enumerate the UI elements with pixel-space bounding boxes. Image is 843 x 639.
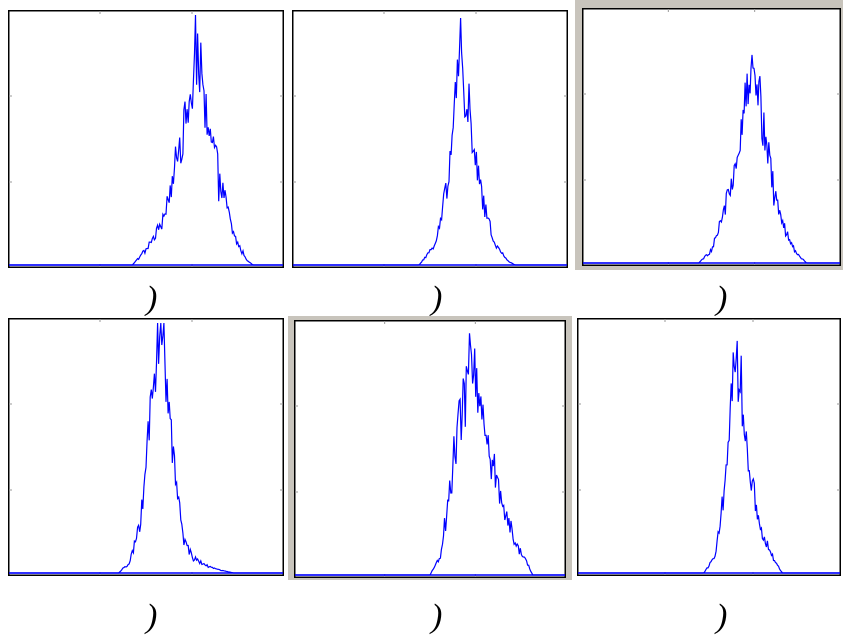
plot-area bbox=[577, 318, 841, 576]
caption-1: ) bbox=[146, 280, 158, 317]
histogram-plot-6 bbox=[577, 318, 841, 576]
histogram-panel-4 bbox=[6, 316, 286, 578]
plot-area bbox=[582, 8, 841, 266]
caption-2: ) bbox=[431, 280, 443, 317]
histogram-plot-2 bbox=[292, 10, 568, 268]
histogram-panel-1 bbox=[6, 8, 286, 270]
axis-frame bbox=[577, 318, 841, 576]
plot-area bbox=[294, 320, 566, 578]
caption-4: ) bbox=[146, 598, 158, 635]
plot-area bbox=[8, 318, 284, 576]
axis-frame bbox=[8, 10, 284, 268]
histogram-plot-5 bbox=[294, 320, 566, 578]
axis-frame bbox=[8, 318, 284, 576]
histogram-panel-3 bbox=[575, 0, 843, 270]
axis-frame bbox=[582, 8, 841, 266]
histogram-plot-1 bbox=[8, 10, 284, 268]
plot-area bbox=[292, 10, 568, 268]
axis-frame bbox=[292, 10, 568, 268]
plot-area bbox=[8, 10, 284, 268]
caption-5: ) bbox=[431, 598, 443, 635]
histogram-panel-2 bbox=[290, 8, 570, 270]
histogram-panel-6 bbox=[575, 316, 843, 578]
histogram-plot-3 bbox=[582, 8, 841, 266]
histogram-plot-4 bbox=[8, 318, 284, 576]
axis-frame bbox=[294, 320, 566, 578]
caption-6: ) bbox=[716, 598, 728, 635]
caption-3: ) bbox=[716, 280, 728, 317]
histogram-panel-5 bbox=[288, 316, 572, 580]
